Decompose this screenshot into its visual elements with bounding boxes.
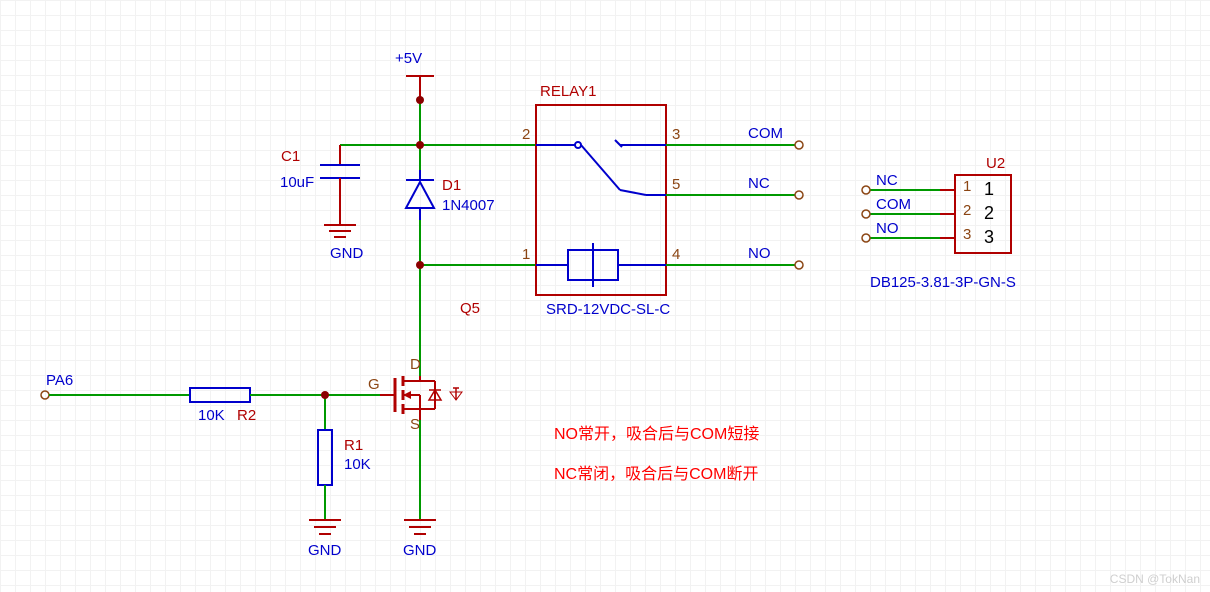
mosfet-q5 [380, 376, 462, 420]
q5-g: G [368, 376, 380, 393]
u2-pin2-num: 2 [963, 202, 971, 219]
offsheet-u2-com [862, 210, 870, 218]
offsheet-pa6 [41, 391, 49, 399]
u2-net-no: NO [876, 220, 899, 237]
net-no: NO [748, 245, 771, 262]
junction [416, 141, 424, 149]
gnd-q5 [404, 520, 436, 534]
u2-pin3-name: 3 [984, 227, 994, 248]
val-r1: 10K [344, 456, 371, 473]
schematic-canvas [0, 0, 1210, 592]
u2-net-nc: NC [876, 172, 898, 189]
offsheet-no [795, 261, 803, 269]
u2-pin3-num: 3 [963, 226, 971, 243]
connector-u2 [940, 175, 1011, 253]
junction [416, 261, 424, 269]
offsheet-com [795, 141, 803, 149]
watermark: CSDN @TokNan [1110, 572, 1200, 586]
offsheet-u2-no [862, 234, 870, 242]
ref-u2: U2 [986, 155, 1005, 172]
resistor-r2 [190, 388, 250, 402]
val-r2: 10K [198, 407, 225, 424]
junction [321, 391, 329, 399]
net-com: COM [748, 125, 783, 142]
gnd-label-c1: GND [330, 245, 363, 262]
gnd-c1 [324, 200, 356, 237]
q5-s: S [410, 416, 420, 433]
u2-net-com: COM [876, 196, 911, 213]
capacitor-c1 [320, 145, 360, 200]
gnd-label-q5: GND [403, 542, 436, 559]
ref-q5: Q5 [460, 300, 480, 317]
ref-d1: D1 [442, 177, 461, 194]
net-pa6: PA6 [46, 372, 73, 389]
offsheet-nc [795, 191, 803, 199]
u2-pin1-name: 1 [984, 179, 994, 200]
net-nc: NC [748, 175, 770, 192]
ref-r1: R1 [344, 437, 363, 454]
q5-d: D [410, 356, 421, 373]
junction [416, 96, 424, 104]
relay-pin1: 1 [522, 246, 530, 263]
u2-pin1-num: 1 [963, 178, 971, 195]
relay-pin2: 2 [522, 126, 530, 143]
diode-d1 [406, 170, 434, 220]
annotation-no: NO常开，吸合后与COM短接 [554, 420, 759, 444]
gnd-label-r1: GND [308, 542, 341, 559]
label-5v: +5V [395, 50, 422, 67]
val-relay1: SRD-12VDC-SL-C [546, 301, 670, 318]
relay-relay1 [536, 105, 666, 295]
ref-relay1: RELAY1 [540, 83, 596, 100]
val-d1: 1N4007 [442, 197, 495, 214]
relay-pin3: 3 [672, 126, 680, 143]
relay-pin4: 4 [672, 246, 680, 263]
ref-c1: C1 [281, 148, 300, 165]
gnd-r1 [309, 520, 341, 534]
annotation-nc: NC常闭，吸合后与COM断开 [554, 460, 758, 484]
ref-r2: R2 [237, 407, 256, 424]
val-u2: DB125-3.81-3P-GN-S [870, 274, 1016, 291]
u2-pin2-name: 2 [984, 203, 994, 224]
relay-pin5: 5 [672, 176, 680, 193]
val-c1: 10uF [280, 174, 314, 191]
offsheet-u2-nc [862, 186, 870, 194]
resistor-r1 [318, 430, 332, 485]
